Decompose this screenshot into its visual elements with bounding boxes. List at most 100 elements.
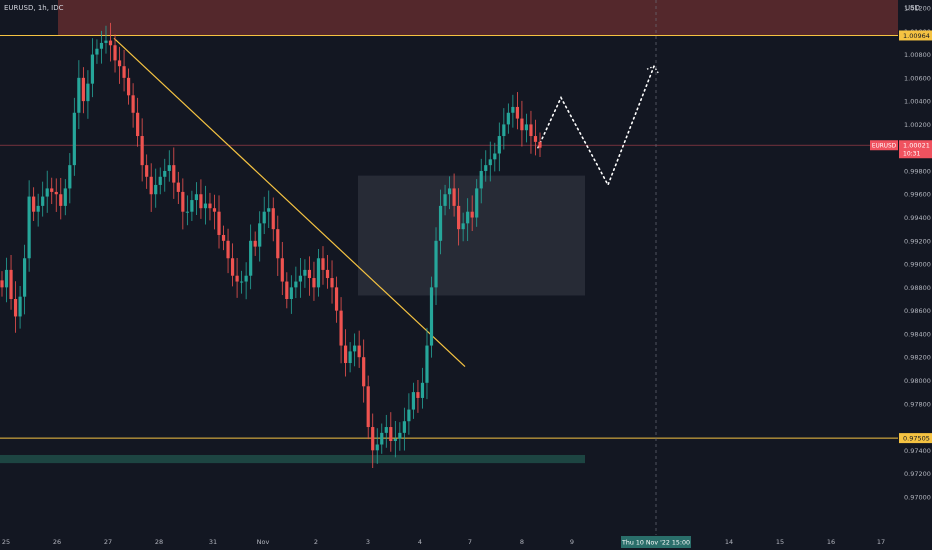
candle	[393, 420, 397, 458]
candle-body	[371, 427, 375, 451]
candle-body	[163, 170, 167, 177]
candle	[402, 407, 406, 451]
candle-body	[190, 200, 194, 212]
candle	[154, 168, 158, 208]
candle	[267, 190, 271, 228]
candle	[348, 342, 352, 373]
candle-body	[230, 258, 235, 276]
candle-body	[529, 124, 533, 137]
candle-body	[63, 188, 67, 206]
candle	[13, 281, 18, 333]
candle-body	[411, 392, 416, 410]
candle-body	[339, 310, 343, 346]
candle-body	[429, 287, 434, 346]
candle	[325, 255, 330, 289]
candle-body	[470, 211, 474, 218]
candle	[407, 393, 411, 435]
x-tick-label: 4	[418, 538, 422, 546]
candle	[185, 195, 189, 226]
y-tick-label: 0.97000	[904, 493, 931, 501]
candle-body	[497, 136, 501, 154]
candle	[515, 92, 519, 130]
candle-body	[212, 208, 217, 212]
candles-layer	[0, 22, 542, 469]
current-price-label: 1.00021	[903, 142, 930, 150]
candle-body	[298, 275, 302, 282]
candle-body	[457, 205, 461, 230]
candle-body	[348, 351, 352, 364]
y-tick-label: 0.99000	[904, 261, 931, 269]
candle-body	[506, 112, 510, 125]
candle-body	[81, 77, 85, 102]
y-axis[interactable]: 1.012001.010001.008001.006001.004001.002…	[904, 5, 931, 502]
candle-body	[443, 194, 447, 206]
y-tick-label: 0.97400	[904, 447, 931, 455]
candle	[411, 382, 416, 419]
candle-body	[50, 188, 54, 192]
candle	[23, 244, 27, 315]
candle	[452, 173, 456, 217]
candle-body	[384, 427, 388, 433]
candle-body	[258, 223, 262, 247]
candle	[285, 272, 289, 309]
candle	[230, 243, 235, 287]
candle-body	[90, 54, 95, 84]
candle	[18, 285, 22, 329]
y-tick-label: 0.99400	[904, 214, 931, 222]
candle	[276, 215, 280, 276]
candle	[50, 177, 54, 205]
candle	[203, 185, 208, 225]
candle	[258, 211, 262, 262]
candle-body	[285, 281, 289, 299]
crosshair-date-label: Thu 10 Nov '22 15:00	[621, 540, 690, 547]
candle	[321, 246, 325, 285]
x-tick-label: 9	[570, 538, 574, 546]
candle	[366, 375, 370, 440]
candle	[240, 270, 244, 294]
candle-body	[249, 240, 253, 276]
candle	[172, 147, 176, 199]
candle	[334, 276, 339, 323]
candle-body	[316, 258, 321, 288]
candle-body	[181, 191, 185, 212]
candle	[493, 142, 497, 172]
candle-body	[262, 211, 266, 224]
candle-body	[434, 240, 438, 288]
candle	[502, 108, 506, 150]
currency-label: USD	[905, 4, 920, 12]
x-tick-label: 8	[520, 538, 524, 546]
candle	[479, 158, 483, 204]
projection-arrowhead	[646, 65, 660, 75]
trendline	[113, 37, 466, 367]
candle-body	[154, 184, 158, 195]
support-price-tag	[899, 433, 932, 444]
candle	[447, 176, 452, 210]
candle	[312, 261, 316, 301]
support-price-label: 0.97505	[903, 434, 930, 442]
candle-body	[334, 287, 339, 311]
candle-body	[294, 281, 298, 288]
candle-body	[149, 176, 153, 195]
x-axis[interactable]: 25 26 27 28 31 Nov 2 3 4 7 8 9 14 15 16 17 Thu 10 Nov '2…	[2, 536, 885, 548]
candle	[330, 260, 334, 304]
candle	[343, 329, 348, 377]
y-tick-label: 0.97800	[904, 400, 931, 408]
candle	[420, 367, 425, 409]
candle	[136, 97, 140, 147]
candle	[72, 97, 76, 176]
candle	[484, 150, 488, 182]
x-tick-label: 28	[155, 538, 163, 546]
candle	[511, 94, 515, 128]
candle	[9, 255, 13, 310]
candle	[0, 271, 4, 297]
y-tick-label: 0.99800	[904, 167, 931, 175]
current-price-tag	[899, 140, 932, 159]
candle-body	[32, 196, 36, 212]
candle	[131, 83, 135, 128]
candle-body	[353, 345, 357, 352]
candle	[362, 339, 366, 403]
level-lines	[0, 0, 898, 535]
candle-body	[95, 48, 99, 55]
